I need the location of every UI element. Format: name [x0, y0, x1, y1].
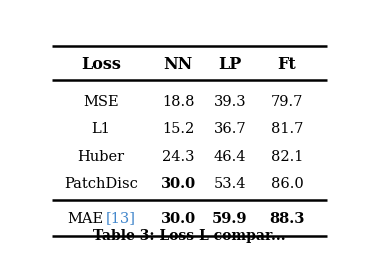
Text: PatchDisc: PatchDisc: [64, 177, 138, 191]
Text: MSE: MSE: [83, 95, 118, 109]
Text: 59.9: 59.9: [212, 212, 248, 225]
Text: MAE: MAE: [67, 212, 103, 225]
Text: 30.0: 30.0: [161, 177, 196, 191]
Text: 36.7: 36.7: [213, 122, 246, 136]
Text: Huber: Huber: [77, 150, 124, 164]
Text: 30.0: 30.0: [161, 212, 196, 225]
Text: Table 3: Loss L compar...: Table 3: Loss L compar...: [93, 229, 286, 243]
Text: 18.8: 18.8: [162, 95, 194, 109]
Text: Ft: Ft: [278, 56, 296, 73]
Text: 46.4: 46.4: [213, 150, 246, 164]
Text: [13]: [13]: [106, 212, 136, 225]
Text: 15.2: 15.2: [162, 122, 194, 136]
Text: LP: LP: [218, 56, 241, 73]
Text: 86.0: 86.0: [271, 177, 303, 191]
Text: 81.7: 81.7: [271, 122, 303, 136]
Text: 53.4: 53.4: [213, 177, 246, 191]
Text: NN: NN: [164, 56, 193, 73]
Text: 39.3: 39.3: [213, 95, 246, 109]
Text: Loss: Loss: [81, 56, 121, 73]
Text: 79.7: 79.7: [271, 95, 303, 109]
Text: 24.3: 24.3: [162, 150, 194, 164]
Text: 88.3: 88.3: [269, 212, 305, 225]
Text: 82.1: 82.1: [271, 150, 303, 164]
Text: L1: L1: [91, 122, 110, 136]
